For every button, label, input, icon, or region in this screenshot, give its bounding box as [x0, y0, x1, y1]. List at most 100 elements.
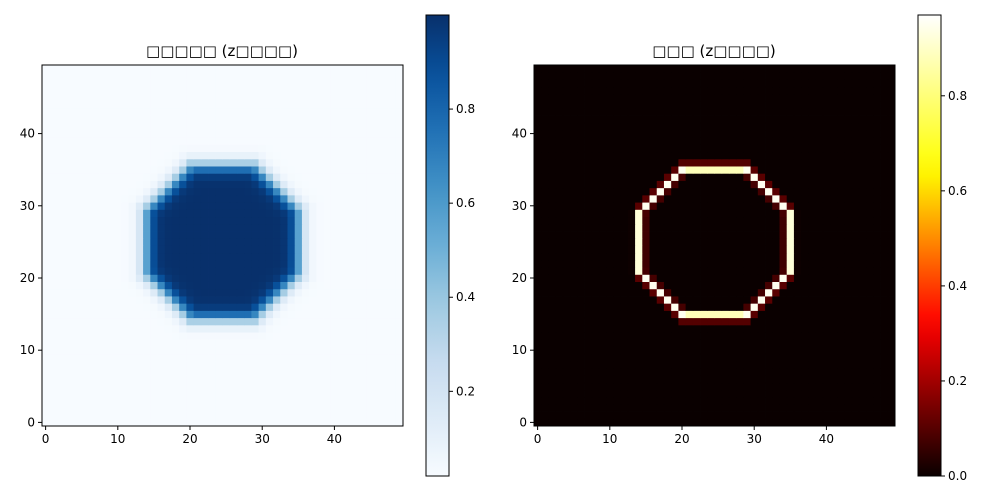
heatmap-cell	[844, 238, 853, 246]
heatmap-cell	[534, 418, 542, 427]
heatmap-cell	[265, 389, 274, 398]
heatmap-cell	[880, 166, 889, 174]
heatmap-cell	[251, 180, 259, 189]
heatmap-cell	[236, 296, 245, 304]
heatmap-cell	[815, 180, 824, 189]
heatmap-cell	[598, 86, 607, 95]
heatmap-cell	[338, 187, 346, 196]
heatmap-cell	[830, 382, 838, 391]
heatmap-cell	[671, 86, 679, 95]
heatmap-cell	[49, 346, 57, 355]
heatmap-cell	[678, 223, 687, 232]
heatmap-cell	[584, 375, 593, 384]
heatmap-cell	[635, 245, 643, 254]
heatmap-cell	[381, 361, 389, 369]
heatmap-cell	[121, 194, 130, 203]
heatmap-cell	[359, 173, 368, 181]
heatmap-cell	[570, 259, 578, 268]
heatmap-cell	[273, 353, 281, 362]
heatmap-cell	[85, 245, 93, 254]
heatmap-cell	[287, 368, 296, 376]
heatmap-cell	[193, 418, 202, 427]
heatmap-cell	[808, 361, 816, 369]
heatmap-cell	[728, 173, 737, 181]
heatmap-cell	[171, 101, 180, 109]
heatmap-cell	[56, 252, 65, 261]
heatmap-cell	[56, 65, 65, 73]
heatmap-cell	[273, 223, 281, 232]
heatmap-cell	[301, 274, 310, 282]
heatmap-cell	[598, 101, 607, 109]
heatmap-cell	[49, 216, 57, 225]
heatmap-cell	[171, 187, 180, 196]
heatmap-cell	[121, 245, 130, 254]
heatmap-cell	[186, 144, 195, 153]
heatmap-cell	[106, 202, 115, 210]
heatmap-cell	[171, 173, 180, 181]
heatmap-cell	[236, 310, 245, 319]
heatmap-cell	[395, 151, 404, 160]
heatmap-cell	[671, 137, 679, 145]
heatmap-cell	[714, 245, 723, 254]
heatmap-cell	[381, 65, 389, 73]
heatmap-cell	[323, 158, 332, 167]
heatmap-cell	[534, 122, 542, 131]
heatmap-cell	[395, 115, 404, 124]
heatmap-cell	[316, 101, 324, 109]
heatmap-cell	[808, 324, 816, 333]
heatmap-cell	[99, 339, 108, 347]
heatmap-cell	[714, 180, 723, 189]
heatmap-cell	[135, 151, 144, 160]
heatmap-cell	[541, 361, 549, 369]
heatmap-cell	[280, 101, 288, 109]
heatmap-cell	[301, 288, 310, 297]
heatmap-cell	[222, 173, 231, 181]
heatmap-cell	[352, 310, 361, 319]
heatmap-cell	[265, 317, 274, 326]
heatmap-cell	[222, 274, 231, 282]
heatmap-cell	[56, 194, 65, 203]
heatmap-cell	[577, 310, 585, 319]
heatmap-cell	[78, 166, 86, 174]
heatmap-cell	[92, 361, 101, 369]
heatmap-cell	[200, 332, 209, 340]
heatmap-cell	[150, 389, 158, 398]
heatmap-cell	[229, 267, 238, 275]
heatmap-cell	[534, 238, 542, 246]
heatmap-cell	[388, 303, 397, 311]
heatmap-cell	[135, 238, 144, 246]
heatmap-cell	[200, 361, 209, 369]
heatmap-cell	[830, 310, 838, 319]
heatmap-cell	[330, 93, 339, 102]
heatmap-cell	[577, 202, 585, 210]
heatmap-cell	[244, 180, 252, 189]
heatmap-cell	[844, 122, 853, 131]
heatmap-cell	[678, 93, 687, 102]
heatmap-cell	[830, 180, 838, 189]
heatmap-cell	[887, 281, 896, 290]
heatmap-cell	[801, 238, 809, 246]
heatmap-cell	[258, 411, 267, 420]
heatmap-cell	[707, 108, 715, 116]
heatmap-cell	[200, 187, 209, 196]
heatmap-cell	[714, 122, 723, 131]
heatmap-cell	[786, 288, 795, 297]
heatmap-cell	[294, 411, 303, 420]
heatmap-cell	[822, 93, 831, 102]
heatmap-cell	[63, 317, 72, 326]
heatmap-cell	[793, 281, 802, 290]
heatmap-cell	[627, 397, 636, 405]
heatmap-cell	[193, 281, 202, 290]
heatmap-cell	[678, 173, 687, 181]
heatmap-cell	[121, 115, 130, 124]
heatmap-cell	[851, 86, 860, 95]
heatmap-cell	[287, 101, 296, 109]
heatmap-cell	[700, 317, 708, 326]
heatmap-cell	[721, 375, 730, 384]
heatmap-cell	[200, 245, 209, 254]
heatmap-cell	[135, 404, 144, 412]
heatmap-cell	[171, 86, 180, 95]
heatmap-cell	[345, 202, 353, 210]
heatmap-cell	[258, 332, 267, 340]
heatmap-cell	[200, 173, 209, 181]
